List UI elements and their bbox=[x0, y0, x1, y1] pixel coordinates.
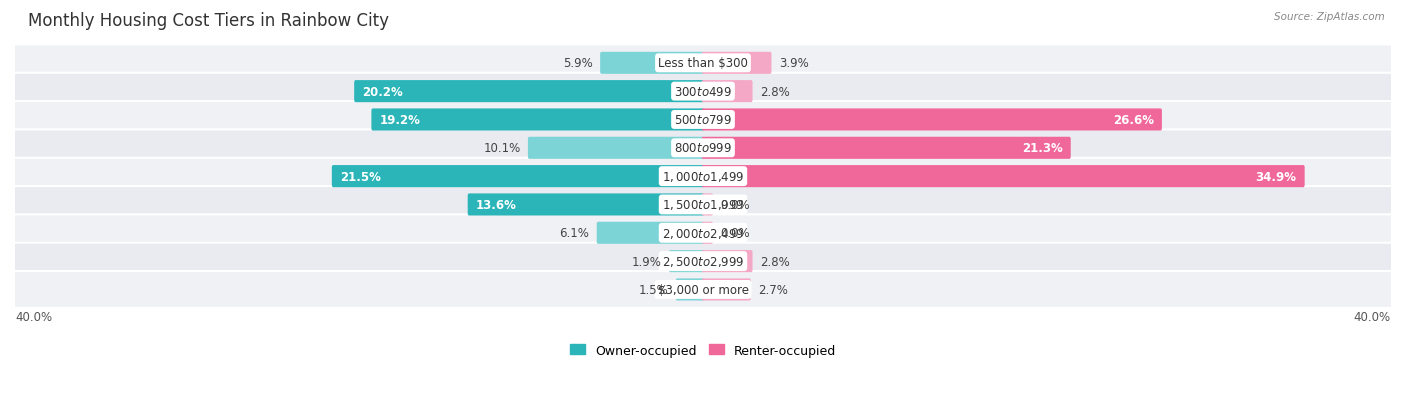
FancyBboxPatch shape bbox=[702, 250, 752, 273]
Text: 0.0%: 0.0% bbox=[720, 227, 749, 240]
Legend: Owner-occupied, Renter-occupied: Owner-occupied, Renter-occupied bbox=[565, 339, 841, 362]
Text: 6.1%: 6.1% bbox=[560, 227, 589, 240]
Text: 20.2%: 20.2% bbox=[363, 85, 404, 98]
Text: 3.9%: 3.9% bbox=[779, 57, 808, 70]
Text: $1,000 to $1,499: $1,000 to $1,499 bbox=[662, 170, 744, 184]
FancyBboxPatch shape bbox=[4, 243, 1402, 280]
FancyBboxPatch shape bbox=[676, 279, 704, 301]
Text: Monthly Housing Cost Tiers in Rainbow City: Monthly Housing Cost Tiers in Rainbow Ci… bbox=[28, 12, 389, 30]
FancyBboxPatch shape bbox=[4, 187, 1402, 223]
Text: 19.2%: 19.2% bbox=[380, 114, 420, 127]
FancyBboxPatch shape bbox=[332, 166, 704, 188]
Text: 34.9%: 34.9% bbox=[1256, 170, 1296, 183]
Text: $500 to $799: $500 to $799 bbox=[673, 114, 733, 127]
Text: 1.9%: 1.9% bbox=[631, 255, 662, 268]
FancyBboxPatch shape bbox=[702, 166, 1305, 188]
FancyBboxPatch shape bbox=[702, 81, 752, 103]
FancyBboxPatch shape bbox=[600, 52, 704, 75]
FancyBboxPatch shape bbox=[702, 222, 713, 244]
FancyBboxPatch shape bbox=[354, 81, 704, 103]
Text: 21.5%: 21.5% bbox=[340, 170, 381, 183]
Text: $2,000 to $2,499: $2,000 to $2,499 bbox=[662, 226, 744, 240]
Text: $800 to $999: $800 to $999 bbox=[673, 142, 733, 155]
FancyBboxPatch shape bbox=[702, 52, 772, 75]
Text: 21.3%: 21.3% bbox=[1022, 142, 1063, 155]
FancyBboxPatch shape bbox=[702, 109, 1161, 131]
Text: Source: ZipAtlas.com: Source: ZipAtlas.com bbox=[1274, 12, 1385, 22]
FancyBboxPatch shape bbox=[527, 138, 704, 159]
Text: 40.0%: 40.0% bbox=[15, 310, 52, 323]
Text: 2.8%: 2.8% bbox=[759, 255, 790, 268]
FancyBboxPatch shape bbox=[702, 194, 713, 216]
Text: $3,000 or more: $3,000 or more bbox=[658, 283, 748, 296]
FancyBboxPatch shape bbox=[4, 130, 1402, 167]
Text: 0.0%: 0.0% bbox=[720, 199, 749, 211]
FancyBboxPatch shape bbox=[4, 271, 1402, 308]
FancyBboxPatch shape bbox=[4, 215, 1402, 252]
FancyBboxPatch shape bbox=[596, 222, 704, 244]
FancyBboxPatch shape bbox=[4, 102, 1402, 138]
Text: 2.8%: 2.8% bbox=[759, 85, 790, 98]
FancyBboxPatch shape bbox=[371, 109, 704, 131]
FancyBboxPatch shape bbox=[468, 194, 704, 216]
Text: 5.9%: 5.9% bbox=[564, 57, 593, 70]
FancyBboxPatch shape bbox=[702, 279, 751, 301]
Text: 26.6%: 26.6% bbox=[1112, 114, 1154, 127]
FancyBboxPatch shape bbox=[4, 45, 1402, 82]
FancyBboxPatch shape bbox=[702, 138, 1071, 159]
Text: 40.0%: 40.0% bbox=[1354, 310, 1391, 323]
Text: Less than $300: Less than $300 bbox=[658, 57, 748, 70]
FancyBboxPatch shape bbox=[669, 250, 704, 273]
Text: $1,500 to $1,999: $1,500 to $1,999 bbox=[662, 198, 744, 212]
FancyBboxPatch shape bbox=[4, 74, 1402, 110]
Text: 1.5%: 1.5% bbox=[638, 283, 669, 296]
Text: $2,500 to $2,999: $2,500 to $2,999 bbox=[662, 254, 744, 268]
Text: 2.7%: 2.7% bbox=[758, 283, 787, 296]
FancyBboxPatch shape bbox=[4, 158, 1402, 195]
Text: 10.1%: 10.1% bbox=[484, 142, 520, 155]
Text: $300 to $499: $300 to $499 bbox=[673, 85, 733, 98]
Text: 13.6%: 13.6% bbox=[477, 199, 517, 211]
